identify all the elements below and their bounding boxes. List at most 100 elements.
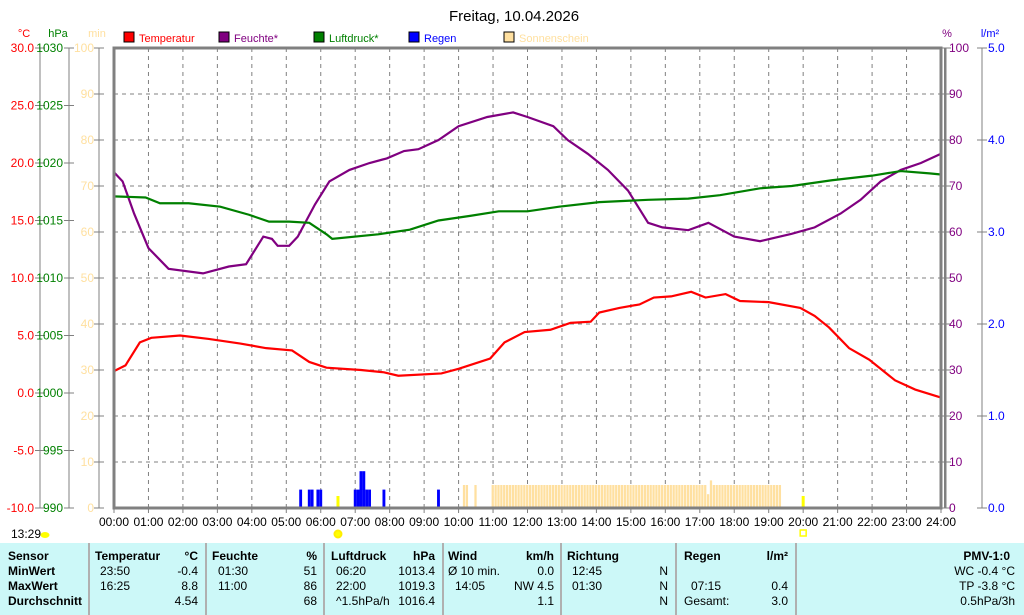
column-divider: [205, 543, 207, 615]
column-divider: [795, 543, 797, 615]
sunshine-bar: [629, 485, 632, 508]
x-tick-label: 06:00: [306, 515, 336, 529]
x-tick-label: 16:00: [650, 515, 680, 529]
column-divider: [560, 543, 562, 615]
y-tick-label-pressure: 1015: [36, 214, 63, 228]
series-line-humidity: [113, 111, 942, 275]
table-cell-hum_time: 01:30: [218, 564, 249, 578]
legend-swatch: [123, 31, 135, 43]
sunshine-bar: [666, 485, 670, 508]
sunshine-bar: [727, 485, 730, 508]
sunshine-bar: [537, 485, 540, 508]
sunshine-bar: [617, 485, 621, 508]
x-tick-label: 18:00: [719, 515, 749, 529]
x-tick-label: 14:00: [581, 515, 611, 529]
axis-unit-rain: l/m²: [981, 28, 1000, 40]
y-tick-label-pressure: 1030: [36, 41, 63, 55]
sunshine-bar: [551, 485, 555, 508]
sunshine-bar: [546, 485, 549, 508]
chart-title: Freitag, 10.04.2026: [449, 8, 579, 25]
axis-unit-pressure: hPa: [48, 28, 68, 40]
sunshine-bar: [738, 485, 741, 508]
table-cell-dir_time: 01:30: [572, 579, 603, 593]
table-cell-temp: 8.8: [181, 579, 198, 593]
rain-bar: [437, 489, 440, 508]
rain-bar: [382, 489, 386, 508]
table-cell-press_time: 06:20: [336, 564, 367, 578]
sunshine-bar: [563, 485, 566, 508]
rain-bar: [368, 489, 372, 508]
sunshine-bar: [609, 485, 612, 508]
sunshine-bar: [592, 485, 595, 508]
y-tick-label-pressure: 995: [43, 444, 63, 458]
y-tick-label-pressure: 1000: [36, 386, 63, 400]
sunshine-bar: [589, 485, 592, 508]
table-cell-press: Luftdruck: [331, 549, 387, 563]
sunshine-bar: [632, 485, 635, 508]
sunshine-bar: [744, 485, 747, 508]
axis-unit-humidity: %: [942, 28, 952, 40]
sunshine-bar: [658, 485, 661, 508]
sunshine-bar: [709, 480, 713, 508]
table-cell-wind_unit: km/h: [525, 549, 554, 563]
legend-label: Temperatur: [139, 33, 195, 45]
sunshine-bar: [572, 485, 575, 508]
y-tick-label-temperature: -10.0: [7, 501, 35, 515]
x-tick-label: 07:00: [340, 515, 370, 529]
x-tick-label: 22:00: [857, 515, 887, 529]
sunshine-bar: [635, 485, 638, 508]
y-tick-label-sunshine: 60: [81, 225, 95, 239]
x-tick-label: 17:00: [685, 515, 715, 529]
x-tick-label: 00:00: [99, 515, 129, 529]
sunshine-bar: [675, 485, 678, 508]
table-cell-hum: 68: [303, 594, 317, 608]
sunshine-bar: [663, 485, 667, 508]
table-cell-pmv: 0.5hPa/3h: [960, 594, 1015, 608]
sunshine-bar: [721, 485, 724, 508]
x-tick-label: 01:00: [133, 515, 163, 529]
sunshine-bar: [503, 485, 506, 508]
weather-chart: Freitag, 10.04.2026 00:00 01:00 02:00 03:00…: [7, 8, 1005, 541]
y-tick-label-rain: 0.0: [988, 501, 1005, 515]
sunshine-bar: [462, 485, 466, 508]
table-cell-label: MinWert: [8, 564, 56, 578]
sunshine-bar: [497, 485, 500, 508]
sunshine-bar: [681, 485, 684, 508]
sunshine-bar: [534, 485, 537, 508]
sunshine-bar: [741, 485, 744, 508]
sunshine-bar: [494, 485, 497, 508]
table-cell-hum_unit: %: [306, 549, 317, 563]
table-cell-rain_unit: l/m²: [766, 549, 788, 563]
table-cell-wind_label: 14:05: [455, 579, 486, 593]
sunshine-bar: [574, 485, 578, 508]
legend-swatch: [408, 31, 420, 43]
column-divider: [442, 543, 444, 615]
x-tick-label: 05:00: [271, 515, 301, 529]
x-tick-label: 23:00: [892, 515, 922, 529]
sunshine-bar: [729, 485, 733, 508]
x-tick-label: 19:00: [754, 515, 784, 529]
y-tick-label-pressure: 1010: [36, 271, 63, 285]
sunshine-bar: [689, 485, 693, 508]
y-tick-label-temperature: 5.0: [17, 329, 34, 343]
sunshine-bar: [566, 485, 569, 508]
sunshine-bar: [752, 485, 756, 508]
sunshine-bar: [770, 485, 773, 508]
sunshine-bar: [511, 485, 514, 508]
x-tick-label: 12:00: [512, 515, 542, 529]
rain-bar: [362, 471, 366, 508]
sunshine-bar: [523, 485, 526, 508]
y-tick-label-temperature: 20.0: [11, 156, 35, 170]
sunshine-bar: [732, 485, 736, 508]
y-tick-label-rain: 1.0: [988, 409, 1005, 423]
sunshine-bar: [580, 485, 583, 508]
rain-bar: [353, 489, 357, 508]
y-tick-label-humidity: 0: [949, 501, 956, 515]
table-cell-dir: N: [659, 579, 668, 593]
sunshine-bar: [649, 485, 652, 508]
sunshine-bar: [623, 485, 626, 508]
legend-swatch: [313, 31, 325, 43]
sunshine-bar: [526, 485, 529, 508]
table-cell-wind_label: Ø 10 min.: [448, 564, 501, 578]
sunshine-bar: [767, 485, 770, 508]
